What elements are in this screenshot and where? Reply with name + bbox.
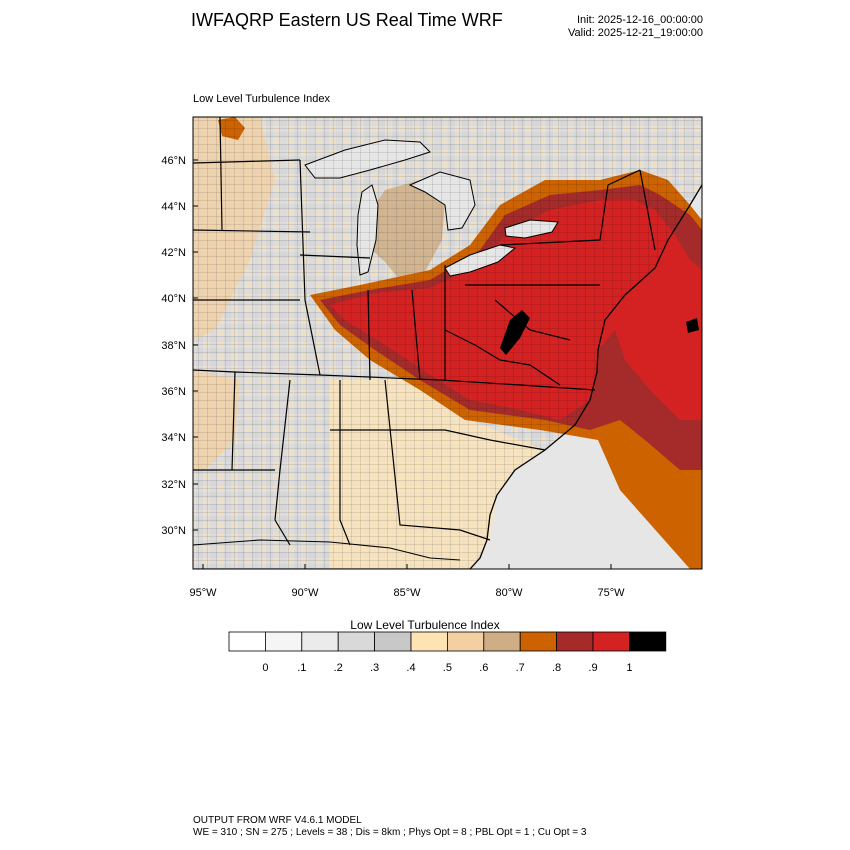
- colorbar: [228, 631, 667, 652]
- lon-label: 75°W: [597, 587, 625, 599]
- lat-label: 30°N: [161, 525, 186, 537]
- colorbar-swatch: [592, 631, 630, 652]
- colorbar-tick-label: .2: [334, 662, 343, 674]
- colorbar-swatch: [337, 631, 376, 652]
- colorbar-tick-label: .3: [370, 662, 379, 674]
- map-subtitle: Low Level Turbulence Index: [193, 93, 330, 105]
- colorbar-tick-label: .4: [406, 662, 415, 674]
- lon-labels: 95°W 90°W 85°W 80°W 75°W: [189, 587, 625, 599]
- page-title: IWFAQRP Eastern US Real Time WRF: [191, 10, 503, 30]
- colorbar-labels: 0 .1 .2 .3 .4 .5 .6 .7 .8 .9 1: [262, 662, 632, 674]
- colorbar-swatch: [446, 631, 485, 652]
- colorbar-swatch: [228, 631, 266, 652]
- lon-label: 90°W: [291, 587, 319, 599]
- lat-labels: 46°N 44°N 42°N 40°N 38°N 36°N 34°N 32°N …: [161, 155, 186, 537]
- lon-label: 85°W: [393, 587, 421, 599]
- lat-label: 36°N: [161, 386, 186, 398]
- colorbar-swatch: [629, 631, 667, 652]
- colorbar-tick-label: 0: [262, 662, 268, 674]
- init-time: Init: 2025-12-16_00:00:00: [577, 14, 703, 26]
- lat-label: 34°N: [161, 432, 186, 444]
- colorbar-tick-label: .1: [297, 662, 306, 674]
- lat-label: 38°N: [161, 340, 186, 352]
- colorbar-tick-label: .6: [479, 662, 488, 674]
- lat-label: 32°N: [161, 479, 186, 491]
- coastline: [469, 184, 702, 569]
- colorbar-swatch: [374, 631, 412, 652]
- footer-settings: WE = 310 ; SN = 275 ; Levels = 38 ; Dis …: [193, 827, 587, 838]
- footer: OUTPUT FROM WRF V4.6.1 MODEL WE = 310 ; …: [193, 815, 586, 839]
- colorbar-swatch: [410, 631, 448, 652]
- colorbar-swatch: [264, 631, 303, 652]
- lon-ticks: [202, 564, 612, 569]
- colorbar-tick-label: .7: [516, 662, 525, 674]
- map-frame: [192, 116, 703, 570]
- colorbar-tick-label: .5: [443, 662, 452, 674]
- colorbar-tick-label: .8: [552, 662, 561, 674]
- lon-label: 95°W: [189, 587, 217, 599]
- colorbar-swatch: [519, 631, 558, 652]
- lat-label: 42°N: [161, 247, 186, 259]
- lat-ticks: [193, 159, 198, 531]
- valid-time: Valid: 2025-12-21_19:00:00: [568, 27, 703, 39]
- map-field: [193, 117, 702, 569]
- colorbar-swatch: [556, 631, 594, 652]
- lat-label: 46°N: [161, 155, 186, 167]
- colorbar-swatch: [483, 631, 521, 652]
- lat-label: 44°N: [161, 201, 186, 213]
- time-info: Init: 2025-12-16_00:00:00 Valid: 2025-12…: [568, 14, 703, 40]
- footer-model: OUTPUT FROM WRF V4.6.1 MODEL: [193, 815, 362, 826]
- lat-label: 40°N: [161, 293, 186, 305]
- colorbar-tick-label: 1: [626, 662, 632, 674]
- colorbar-swatch: [301, 631, 339, 652]
- colorbar-tick-label: .9: [588, 662, 597, 674]
- state-boundaries: [193, 117, 656, 546]
- legend-title: Low Level Turbulence Index: [350, 618, 500, 632]
- lon-label: 80°W: [495, 587, 523, 599]
